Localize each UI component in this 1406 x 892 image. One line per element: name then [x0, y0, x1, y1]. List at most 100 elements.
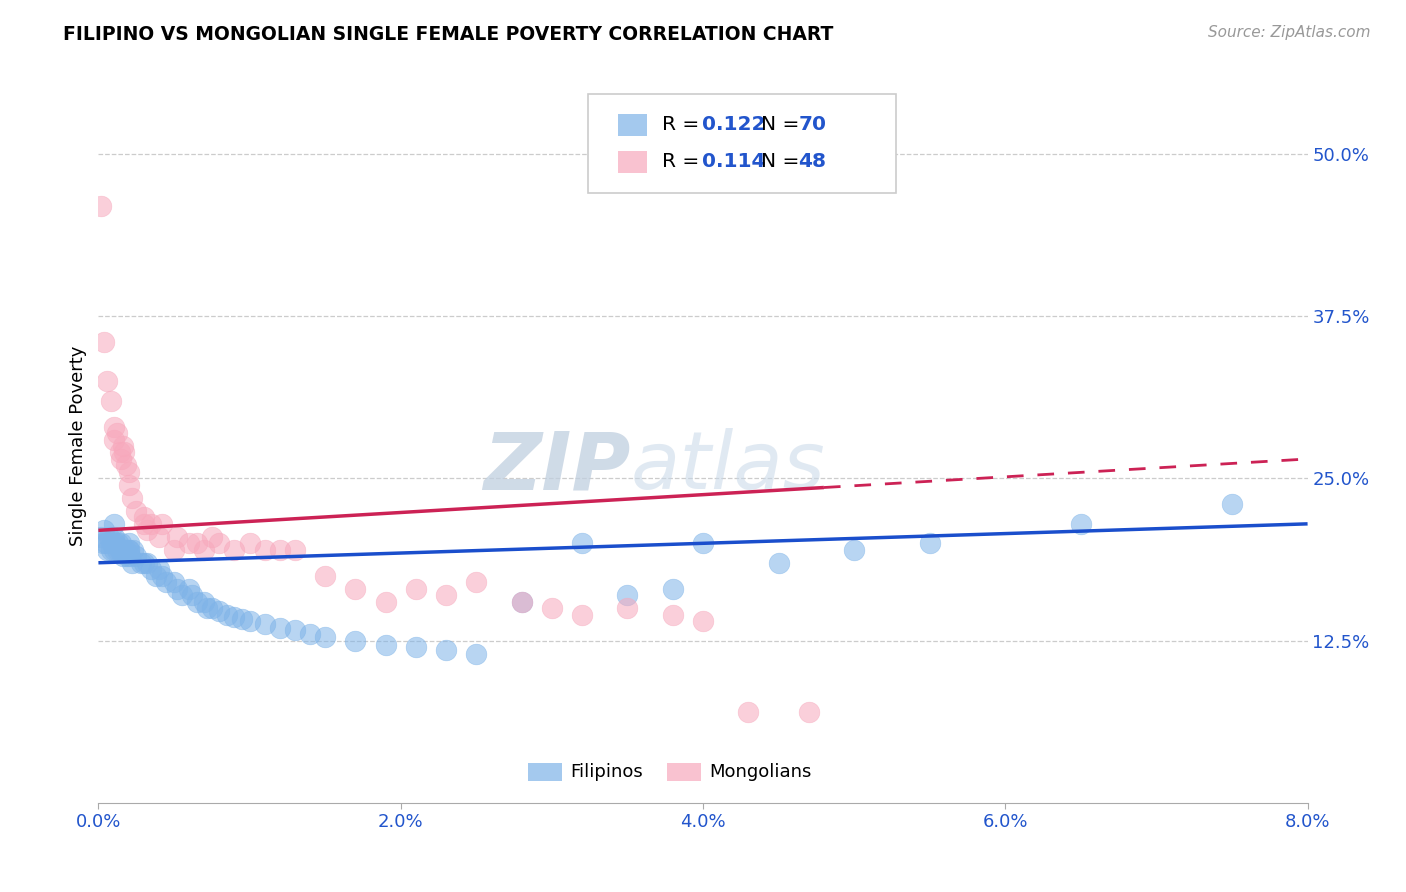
Y-axis label: Single Female Poverty: Single Female Poverty — [69, 346, 87, 546]
FancyBboxPatch shape — [619, 114, 647, 136]
Point — [122, 542, 145, 557]
Point — [100, 393, 122, 408]
Text: Mongolians: Mongolians — [709, 764, 811, 781]
Point — [150, 568, 173, 582]
Point — [132, 510, 155, 524]
Point — [314, 630, 336, 644]
Text: N =: N = — [761, 153, 806, 171]
Point — [201, 530, 224, 544]
Text: 0.114: 0.114 — [702, 153, 765, 171]
Text: 48: 48 — [799, 153, 827, 171]
Point — [284, 624, 307, 638]
FancyBboxPatch shape — [527, 763, 561, 781]
Point — [434, 642, 457, 657]
Point — [118, 465, 141, 479]
Point — [224, 542, 246, 557]
Point — [224, 610, 246, 624]
Text: FILIPINO VS MONGOLIAN SINGLE FEMALE POVERTY CORRELATION CHART: FILIPINO VS MONGOLIAN SINGLE FEMALE POVE… — [63, 25, 834, 44]
Point — [135, 524, 157, 538]
Point — [155, 575, 177, 590]
Point — [344, 633, 367, 648]
Point — [571, 536, 593, 550]
Point — [103, 419, 125, 434]
Point — [93, 524, 115, 538]
Point — [918, 536, 941, 550]
Point — [239, 536, 262, 550]
Point — [110, 452, 132, 467]
Point — [108, 542, 131, 557]
Point — [148, 562, 170, 576]
Point — [540, 601, 562, 615]
Point — [231, 611, 253, 625]
Point — [125, 549, 148, 564]
Point — [1220, 497, 1243, 511]
Point — [100, 542, 122, 557]
Point — [148, 530, 170, 544]
Point — [510, 595, 533, 609]
Point — [239, 614, 262, 628]
Point — [132, 516, 155, 531]
Point — [135, 556, 157, 570]
Point — [434, 588, 457, 602]
Point — [163, 575, 186, 590]
Point — [120, 549, 142, 564]
Point — [110, 536, 132, 550]
Point — [661, 582, 683, 596]
Point — [111, 549, 134, 564]
Point — [103, 516, 125, 531]
Point — [405, 640, 427, 654]
Point — [121, 491, 143, 505]
Text: Filipinos: Filipinos — [569, 764, 643, 781]
Point — [90, 199, 112, 213]
Point — [163, 542, 186, 557]
Point — [465, 647, 488, 661]
Text: 70: 70 — [799, 115, 827, 135]
Text: 0.122: 0.122 — [702, 115, 765, 135]
Point — [571, 607, 593, 622]
Point — [170, 588, 193, 602]
Point — [93, 335, 115, 350]
Point — [737, 705, 759, 719]
Text: R =: R = — [662, 115, 706, 135]
Text: N =: N = — [761, 115, 806, 135]
Point — [314, 568, 336, 582]
Point — [374, 638, 396, 652]
Point — [141, 516, 163, 531]
Point — [616, 601, 638, 615]
Point — [114, 458, 136, 473]
Point — [181, 588, 204, 602]
Point — [193, 542, 215, 557]
Point — [129, 556, 152, 570]
Point — [269, 621, 291, 635]
Point — [193, 595, 215, 609]
Point — [616, 588, 638, 602]
Point — [661, 607, 683, 622]
FancyBboxPatch shape — [588, 95, 897, 193]
Point — [98, 530, 121, 544]
Point — [186, 536, 208, 550]
Point — [112, 445, 135, 459]
Point — [132, 556, 155, 570]
Point — [166, 530, 188, 544]
Point — [465, 575, 488, 590]
Point — [269, 542, 291, 557]
Point — [179, 582, 201, 596]
Text: ZIP: ZIP — [484, 428, 630, 507]
Point — [299, 627, 322, 641]
Point — [118, 536, 141, 550]
Point — [111, 439, 134, 453]
Point — [91, 536, 114, 550]
Point — [104, 536, 127, 550]
Point — [692, 536, 714, 550]
Point — [90, 530, 112, 544]
Point — [112, 542, 135, 557]
Text: atlas: atlas — [630, 428, 825, 507]
Point — [118, 542, 141, 557]
Point — [96, 542, 118, 557]
Point — [121, 556, 143, 570]
Text: R =: R = — [662, 153, 706, 171]
Point — [103, 530, 125, 544]
Point — [96, 374, 118, 388]
Point — [105, 425, 128, 440]
Point — [186, 595, 208, 609]
